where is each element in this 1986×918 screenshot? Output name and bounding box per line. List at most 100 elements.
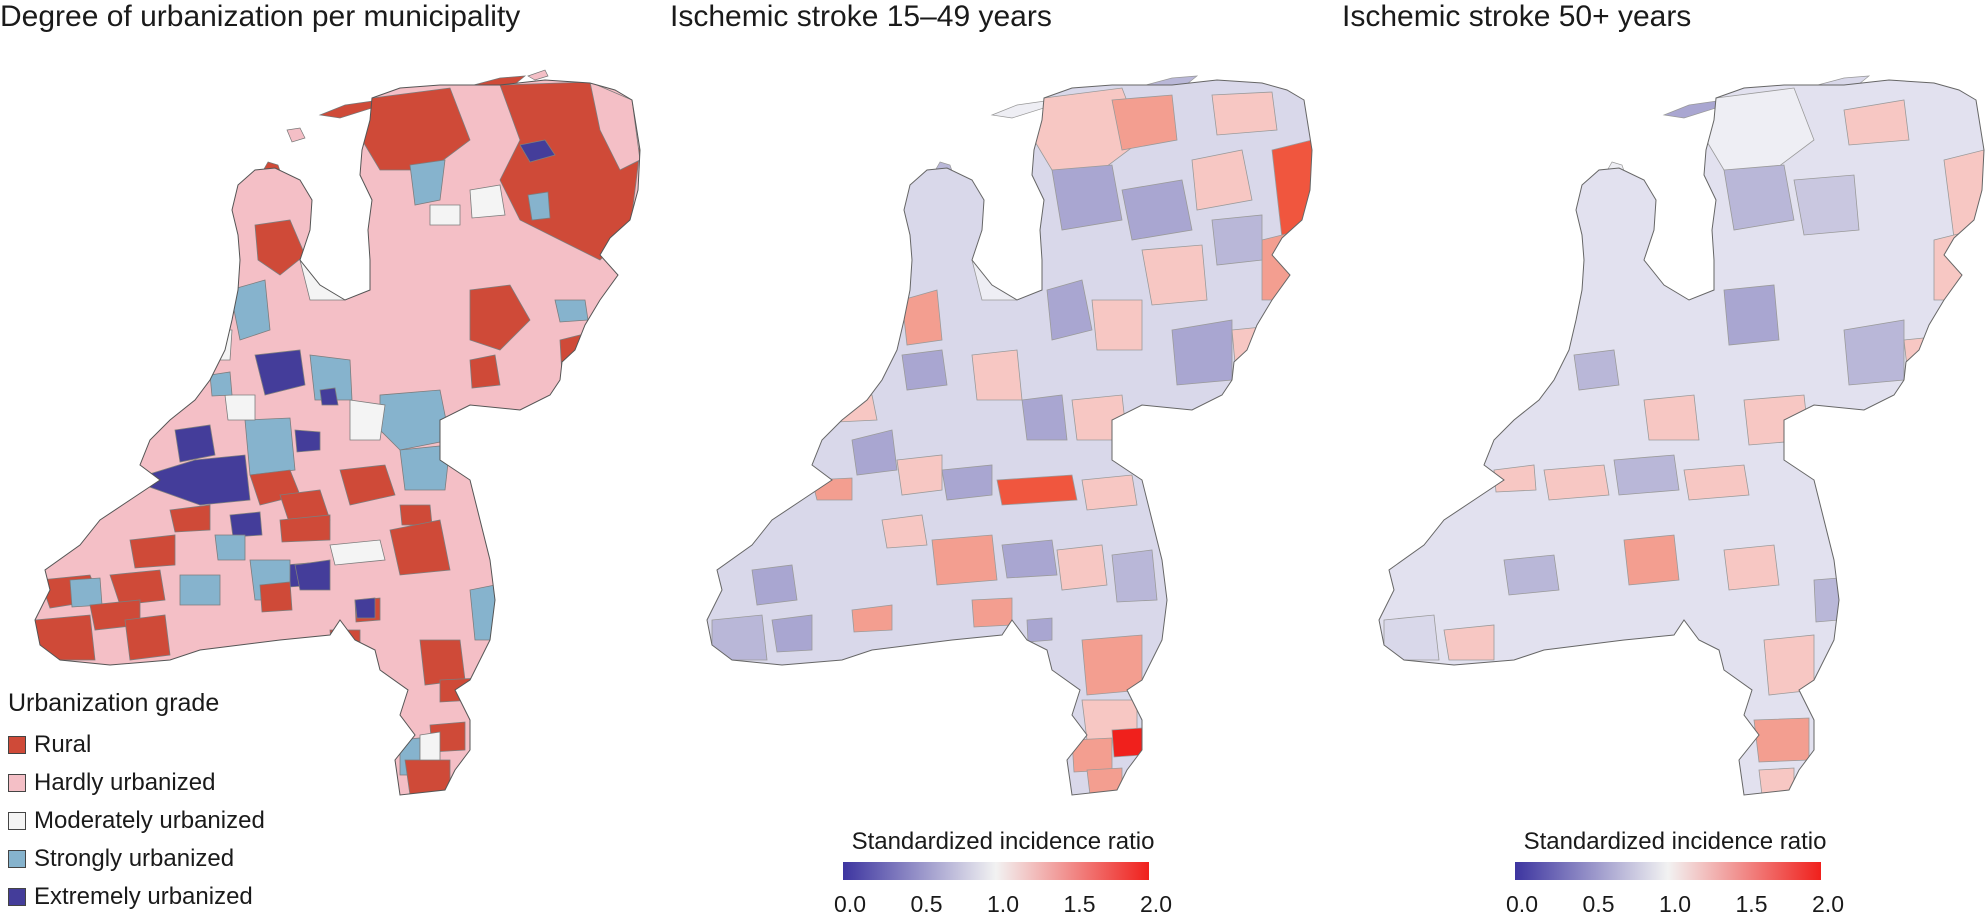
legend-item-rural: Rural [8, 726, 265, 764]
region-strong [409, 159, 446, 206]
region-sir [1111, 94, 1178, 151]
region-rural [124, 614, 171, 661]
region-sir [931, 534, 998, 586]
region-rural [559, 329, 619, 386]
region-sir [1573, 349, 1620, 391]
region-moderate [469, 184, 506, 219]
region-sir [1933, 229, 1975, 301]
scale-tick: 1.0 [1659, 891, 1691, 917]
scale-tick: 2.0 [1812, 891, 1844, 917]
region-sir [996, 474, 1078, 506]
region-rural [109, 569, 166, 606]
region-moderate [349, 399, 386, 441]
region-sir [1753, 717, 1810, 763]
region-extreme [319, 387, 339, 406]
incidence-scale-50-plus: Standardized incidence ratio 0.0 0.5 1.0… [1506, 828, 1844, 917]
region-sir [1111, 727, 1143, 758]
region-sir [1086, 767, 1123, 795]
legend-item-extremely-urbanized: Extremely urbanized [8, 878, 265, 916]
region-rural [279, 514, 331, 543]
region-sir [1071, 394, 1128, 441]
region-sir [1231, 324, 1283, 386]
region-sir [1543, 464, 1610, 501]
region-sir [1121, 179, 1193, 241]
region-extreme [254, 349, 306, 396]
region-strong [214, 534, 246, 561]
region-sir [1211, 214, 1263, 266]
region-extreme [229, 511, 263, 538]
panel-title-stroke-50-plus: Ischemic stroke 50+ years [1342, 0, 1692, 33]
region-moderate [419, 731, 441, 761]
legend-swatch-extremely-urbanized [8, 888, 26, 906]
region-rural [399, 504, 433, 526]
region-sir [1443, 624, 1495, 661]
region-sir [1683, 464, 1750, 501]
region-sir [1111, 549, 1158, 603]
region-rural [329, 629, 361, 656]
region-sir [901, 349, 948, 391]
region-sir [851, 604, 893, 633]
region-sir [1191, 149, 1253, 211]
region-strong [527, 191, 551, 221]
region-sir [1758, 767, 1795, 795]
region-rural [469, 284, 531, 351]
region-moderate [439, 417, 471, 441]
region-sir [1046, 279, 1093, 341]
region-sir [1723, 164, 1795, 231]
region-strong [564, 379, 606, 421]
legend-label-strongly-urbanized: Strongly urbanized [34, 845, 235, 872]
region-rural [439, 677, 481, 703]
region-sir [1763, 634, 1815, 696]
region-rural [129, 534, 176, 569]
scale-tick: 0.5 [1582, 891, 1615, 917]
region-sir [941, 464, 993, 501]
legend-title: Urbanization grade [8, 689, 220, 717]
region-sir [1051, 164, 1123, 231]
region-sir [711, 614, 768, 661]
region-rural [469, 354, 501, 389]
region-extreme [294, 429, 321, 453]
region-sir [1943, 149, 1984, 239]
region-sir [971, 349, 1023, 401]
region-strong [69, 577, 103, 608]
region-rural [489, 429, 531, 471]
region-extreme [519, 139, 556, 163]
region-sir [1843, 99, 1910, 146]
region-sir [1493, 464, 1537, 493]
scale-title: Standardized incidence ratio [851, 828, 1155, 855]
region-sir [771, 614, 813, 653]
region-extreme [294, 559, 331, 591]
legend-label-hardly-urbanized: Hardly urbanized [34, 769, 216, 796]
region-sir [1503, 554, 1560, 596]
region-sir [1271, 139, 1312, 239]
region-extreme [354, 597, 376, 619]
region-sir [1091, 299, 1143, 351]
legend-item-strongly-urbanized: Strongly urbanized [8, 840, 265, 878]
region-sir [1211, 91, 1278, 136]
region-sir [896, 454, 943, 496]
region-sir [1813, 577, 1840, 623]
region-sir [1903, 334, 1955, 386]
region-sir [1021, 394, 1068, 441]
region-sir [1383, 614, 1440, 661]
region-sir [1793, 174, 1860, 236]
urbanization-legend: Urbanization grade Rural Hardly urbanize… [8, 688, 265, 916]
region-sir [1126, 414, 1178, 461]
legend-label-extremely-urbanized: Extremely urbanized [34, 883, 253, 910]
region-rural [259, 581, 293, 613]
legend-swatch-hardly-urbanized [8, 774, 26, 792]
region-strong [229, 279, 271, 341]
region-rural [35, 614, 96, 661]
incidence-scale-15-49: Standardized incidence ratio 0.0 0.5 1.0… [834, 828, 1172, 917]
region-sir [1141, 244, 1208, 306]
region-sir [1613, 454, 1680, 496]
region-rural [254, 219, 306, 276]
region-rural [169, 504, 211, 533]
region-sir [851, 429, 898, 476]
legend-swatch-rural [8, 736, 26, 754]
region-rural [339, 464, 396, 506]
region-strong [554, 299, 589, 323]
region-extreme [174, 424, 216, 463]
scale-tick: 1.5 [1063, 891, 1096, 917]
region-sir [1623, 534, 1680, 586]
